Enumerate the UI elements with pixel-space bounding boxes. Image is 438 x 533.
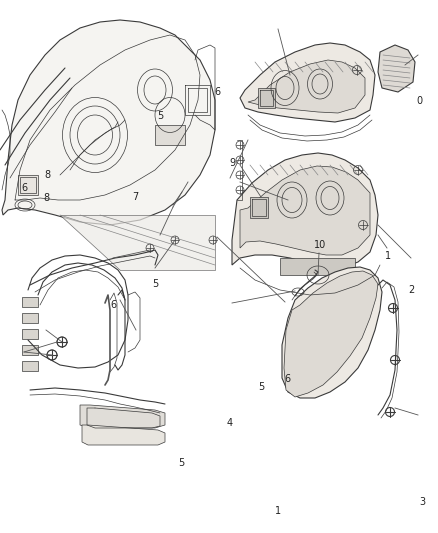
Text: 5: 5 [158, 111, 164, 121]
Polygon shape [22, 345, 38, 355]
Text: 8: 8 [44, 171, 50, 180]
Polygon shape [378, 45, 415, 92]
Polygon shape [82, 425, 165, 445]
Text: 0: 0 [416, 96, 422, 106]
Polygon shape [284, 271, 378, 397]
Text: 7: 7 [133, 192, 139, 201]
Text: 6: 6 [215, 87, 221, 96]
Text: 5: 5 [179, 458, 185, 467]
Polygon shape [240, 43, 375, 122]
Polygon shape [258, 88, 275, 108]
Text: 8: 8 [43, 193, 49, 203]
Polygon shape [250, 197, 268, 218]
Text: 4: 4 [227, 418, 233, 427]
Polygon shape [155, 125, 185, 145]
Text: 6: 6 [21, 183, 27, 192]
Polygon shape [22, 329, 38, 339]
Text: 1: 1 [275, 506, 281, 515]
Polygon shape [22, 361, 38, 371]
Text: 2: 2 [409, 285, 415, 295]
Polygon shape [22, 313, 38, 323]
Polygon shape [22, 297, 38, 307]
Polygon shape [248, 60, 365, 113]
Text: 1: 1 [385, 252, 391, 261]
Text: 5: 5 [258, 382, 265, 392]
Text: 6: 6 [110, 300, 116, 310]
Polygon shape [240, 166, 370, 255]
Text: 10: 10 [314, 240, 326, 250]
Polygon shape [282, 267, 382, 398]
Text: 3: 3 [420, 497, 426, 507]
Polygon shape [80, 405, 165, 428]
Polygon shape [2, 20, 215, 225]
Text: 6: 6 [285, 375, 291, 384]
Text: 9: 9 [229, 158, 235, 168]
Polygon shape [60, 215, 215, 270]
Polygon shape [18, 175, 38, 195]
Polygon shape [232, 153, 378, 268]
Polygon shape [280, 258, 355, 275]
Text: 5: 5 [152, 279, 159, 289]
